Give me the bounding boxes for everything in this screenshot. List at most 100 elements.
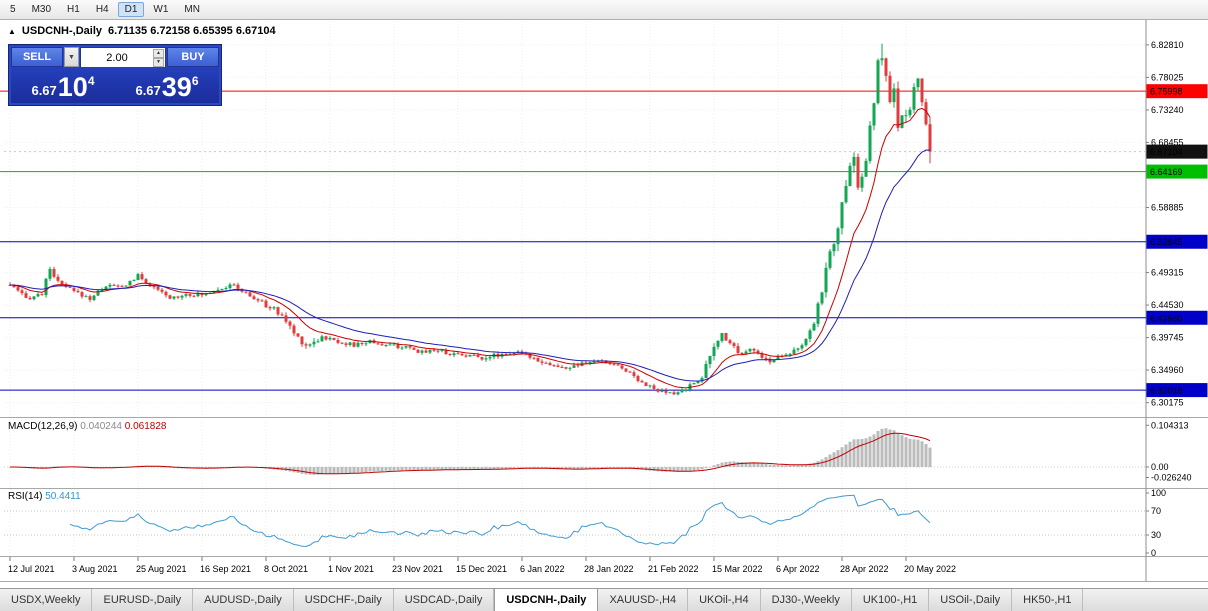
svg-text:6.44530: 6.44530 — [1151, 300, 1184, 310]
timeframe-button-w1[interactable]: W1 — [153, 4, 169, 15]
timeframe-button-h1[interactable]: H1 — [67, 4, 80, 15]
svg-text:1 Nov 2021: 1 Nov 2021 — [328, 564, 374, 574]
buy-price-point: 6 — [191, 74, 199, 88]
svg-text:0.104313: 0.104313 — [1151, 420, 1189, 430]
svg-text:28 Jan 2022: 28 Jan 2022 — [584, 564, 634, 574]
price-badges-layer: 6.75998 6.67104 6.64169 6.53845 6.42660 6.320… — [1146, 84, 1208, 398]
svg-text:70: 70 — [1151, 506, 1161, 516]
chart-tab-uk100-h1[interactable]: UK100-,H1 — [852, 589, 930, 611]
chart-tab-usoil-daily[interactable]: USOil-,Daily — [929, 589, 1013, 611]
ma-slow-line — [9, 149, 931, 382]
rsi-value: 50.4411 — [45, 491, 81, 502]
buy-price-pips: 39 — [161, 72, 192, 102]
timeframe-button-d1[interactable]: D1 — [117, 2, 145, 17]
one-click-collapse-icon[interactable]: ▲ — [8, 26, 16, 36]
sell-price-pips: 10 — [57, 72, 88, 102]
trade-controls-row: SELL ▼ ▲ ▼ BUY — [11, 47, 219, 67]
svg-text:30: 30 — [1151, 530, 1161, 540]
svg-text:6.75998: 6.75998 — [1150, 87, 1183, 97]
price-badge-6.64169 — [1146, 164, 1208, 179]
svg-text:6.30175: 6.30175 — [1151, 398, 1184, 408]
grid-layer — [4, 21, 1146, 556]
svg-text:16 Sep 2021: 16 Sep 2021 — [200, 564, 251, 574]
chart-canvas[interactable]: 6.828106.780256.732406.684556.636706.588… — [0, 0, 1208, 588]
sell-price-base: 6.67 — [31, 83, 57, 98]
chart-tab-usdchf-daily[interactable]: USDCHF-,Daily — [294, 589, 394, 611]
svg-text:6 Apr 2022: 6 Apr 2022 — [776, 564, 820, 574]
sell-button[interactable]: SELL — [11, 47, 63, 67]
candles-layer — [8, 43, 932, 396]
symbol-period-label: USDCNH-,Daily — [21, 25, 102, 37]
rsi-name: RSI(14) — [8, 491, 43, 502]
svg-text:6.49315: 6.49315 — [1151, 268, 1184, 278]
chart-tab-hk50-h1[interactable]: HK50-,H1 — [1012, 589, 1084, 611]
rsi-indicator-label: RSI(14) 50.4411 — [8, 491, 81, 502]
svg-text:6.73240: 6.73240 — [1151, 105, 1184, 115]
svg-text:6.68455: 6.68455 — [1151, 137, 1184, 147]
macd-signal-value: 0.061828 — [124, 421, 167, 432]
svg-text:8 Oct 2021: 8 Oct 2021 — [264, 564, 308, 574]
chart-background — [0, 20, 1208, 588]
chart-tab-eurusd-daily[interactable]: EURUSD-,Daily — [92, 589, 194, 611]
chart-tab-audusd-daily[interactable]: AUDUSD-,Daily — [193, 589, 294, 611]
svg-text:6.32018: 6.32018 — [1150, 386, 1183, 396]
one-click-trading-panel: SELL ▼ ▲ ▼ BUY 6.67 10 4 6.67 39 6 — [8, 44, 222, 106]
price-badge-6.53845 — [1146, 234, 1208, 249]
svg-text:6.67104: 6.67104 — [1150, 147, 1183, 157]
svg-text:23 Nov 2021: 23 Nov 2021 — [392, 564, 443, 574]
macd-name: MACD(12,26,9) — [8, 421, 78, 432]
svg-text:6.82810: 6.82810 — [1151, 40, 1184, 50]
timeframe-button-5[interactable]: 5 — [10, 4, 16, 15]
svg-text:0: 0 — [1151, 548, 1156, 558]
chart-tab-ukoil-h4[interactable]: UKOil-,H4 — [688, 589, 761, 611]
rsi-pane — [4, 494, 1146, 548]
svg-text:100: 100 — [1151, 488, 1166, 498]
chart-tab-dj30-weekly[interactable]: DJ30-,Weekly — [761, 589, 852, 611]
chart-tab-usdx-weekly[interactable]: USDX,Weekly — [0, 589, 93, 611]
svg-text:28 Apr 2022: 28 Apr 2022 — [840, 564, 889, 574]
chart-tab-usdcnh-daily[interactable]: USDCNH-,Daily — [494, 589, 599, 611]
level-lines-layer — [0, 90, 1146, 391]
buy-price-display[interactable]: 6.67 39 6 — [115, 67, 219, 103]
macd-signal-line — [10, 432, 931, 475]
ohlc-values: 6.71135 6.72158 6.65395 6.67104 — [108, 25, 276, 37]
svg-text:21 Feb 2022: 21 Feb 2022 — [648, 564, 699, 574]
svg-text:6.42660: 6.42660 — [1150, 313, 1183, 323]
svg-text:0.00: 0.00 — [1151, 462, 1169, 472]
volume-up-button[interactable]: ▲ — [153, 49, 164, 58]
sell-price-point: 4 — [87, 74, 95, 88]
volume-dropdown-button[interactable]: ▼ — [64, 47, 79, 67]
timeframe-button-mn[interactable]: MN — [184, 4, 200, 15]
price-badge-6.75998 — [1146, 84, 1208, 99]
timeframe-button-h4[interactable]: H4 — [95, 4, 109, 15]
volume-input[interactable] — [81, 49, 165, 67]
svg-text:20 May 2022: 20 May 2022 — [904, 564, 956, 574]
timeframe-button-m30[interactable]: M30 — [31, 4, 52, 15]
svg-text:3 Aug 2021: 3 Aug 2021 — [72, 564, 118, 574]
time-axis[interactable]: 12 Jul 2021 3 Aug 2021 25 Aug 2021 16 Sep 2… — [8, 557, 956, 574]
svg-text:6.58885: 6.58885 — [1151, 202, 1184, 212]
svg-text:6.39745: 6.39745 — [1151, 333, 1184, 343]
sell-price-display[interactable]: 6.67 10 4 — [11, 67, 115, 103]
macd-pane — [4, 428, 1146, 475]
rsi-line — [69, 494, 931, 548]
buy-button[interactable]: BUY — [167, 47, 219, 67]
svg-text:6.53845: 6.53845 — [1150, 237, 1183, 247]
chevron-down-icon: ▼ — [68, 53, 75, 61]
chart-title: ▲ USDCNH-,Daily 6.71135 6.72158 6.65395 … — [8, 25, 276, 37]
volume-stepper: ▲ ▼ — [153, 49, 164, 67]
chart-tab-usdcad-daily[interactable]: USDCAD-,Daily — [394, 589, 495, 611]
chart-tab-xauusd-h4[interactable]: XAUUSD-,H4 — [598, 589, 689, 611]
volume-down-button[interactable]: ▼ — [153, 58, 164, 67]
volume-field: ▲ ▼ — [80, 47, 166, 67]
svg-text:6.78025: 6.78025 — [1151, 72, 1184, 82]
svg-text:-0.026240: -0.026240 — [1151, 472, 1192, 482]
macd-main-value: 0.040244 — [80, 421, 122, 432]
trade-prices-row: 6.67 10 4 6.67 39 6 — [11, 67, 219, 103]
svg-text:6 Jan 2022: 6 Jan 2022 — [520, 564, 565, 574]
svg-text:12 Jul 2021: 12 Jul 2021 — [8, 564, 55, 574]
price-badge-6.32018 — [1146, 383, 1208, 398]
svg-text:25 Aug 2021: 25 Aug 2021 — [136, 564, 187, 574]
price-badge-6.67104 — [1146, 144, 1208, 159]
